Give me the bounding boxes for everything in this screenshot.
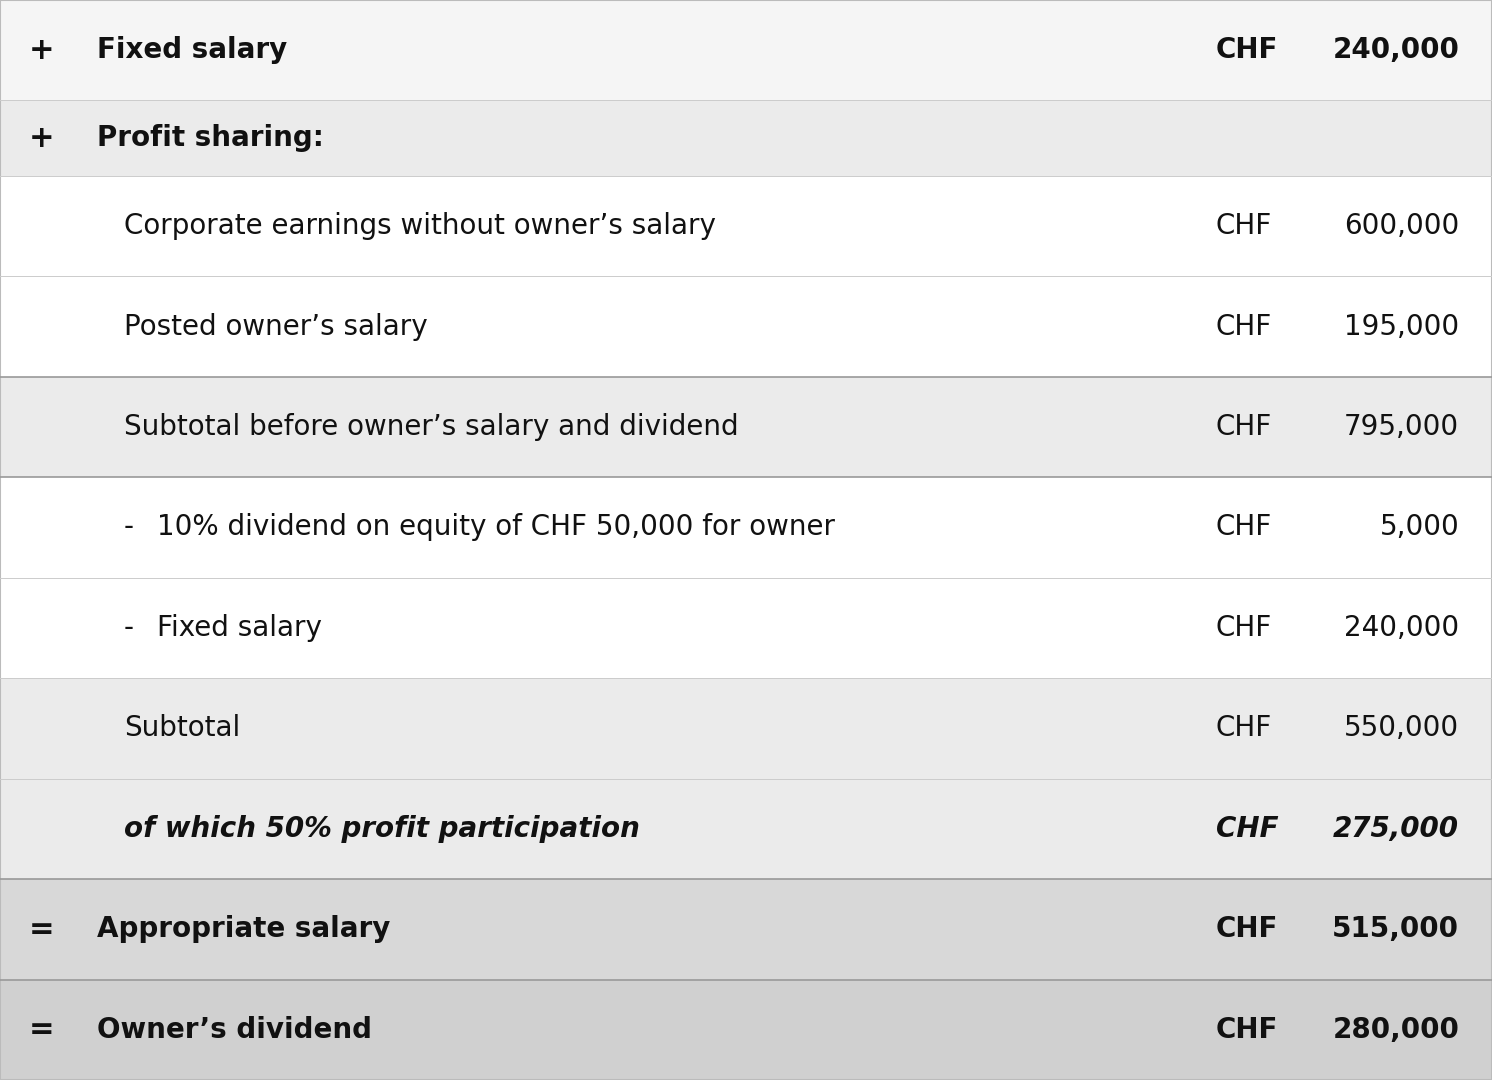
Bar [0,0,1492,100]
Text: Profit sharing:: Profit sharing: [97,124,324,152]
Text: Owner’s dividend: Owner’s dividend [97,1016,372,1043]
Text: +: + [28,36,55,65]
Text: CHF: CHF [1216,1016,1279,1043]
Text: CHF: CHF [1216,413,1273,441]
Text: CHF: CHF [1216,312,1273,340]
Text: CHF: CHF [1216,814,1279,842]
Bar [0,377,1492,477]
Text: 5,000: 5,000 [1380,513,1459,541]
Text: 600,000: 600,000 [1344,212,1459,240]
Text: CHF: CHF [1216,212,1273,240]
Text: Appropriate salary: Appropriate salary [97,916,391,943]
Text: Posted owner’s salary: Posted owner’s salary [124,312,428,340]
Text: Subtotal before owner’s salary and dividend: Subtotal before owner’s salary and divid… [124,413,739,441]
Bar [0,779,1492,879]
Text: 280,000: 280,000 [1332,1016,1459,1043]
Text: CHF: CHF [1216,916,1279,943]
Text: -: - [124,613,134,642]
Text: 240,000: 240,000 [1332,37,1459,64]
Bar [0,176,1492,276]
Text: CHF: CHF [1216,613,1273,642]
Bar [0,100,1492,176]
Text: CHF: CHF [1216,37,1279,64]
Bar [0,477,1492,578]
Text: 795,000: 795,000 [1344,413,1459,441]
Text: Fixed salary: Fixed salary [157,613,322,642]
Text: CHF: CHF [1216,714,1273,742]
Text: Subtotal: Subtotal [124,714,240,742]
Text: =: = [28,1015,55,1044]
Bar [0,578,1492,678]
Text: Corporate earnings without owner’s salary: Corporate earnings without owner’s salar… [124,212,716,240]
Text: of which 50% profit participation: of which 50% profit participation [124,814,640,842]
Text: CHF: CHF [1216,513,1273,541]
Bar [0,980,1492,1080]
Text: +: + [28,123,55,152]
Text: 10% dividend on equity of CHF 50,000 for owner: 10% dividend on equity of CHF 50,000 for… [157,513,834,541]
Bar [0,276,1492,377]
Text: 550,000: 550,000 [1344,714,1459,742]
Bar [0,678,1492,779]
Text: 240,000: 240,000 [1344,613,1459,642]
Bar [0,879,1492,980]
Text: 515,000: 515,000 [1332,916,1459,943]
Text: 275,000: 275,000 [1334,814,1459,842]
Text: Fixed salary: Fixed salary [97,37,288,64]
Text: 195,000: 195,000 [1344,312,1459,340]
Text: -: - [124,513,134,541]
Text: =: = [28,915,55,944]
